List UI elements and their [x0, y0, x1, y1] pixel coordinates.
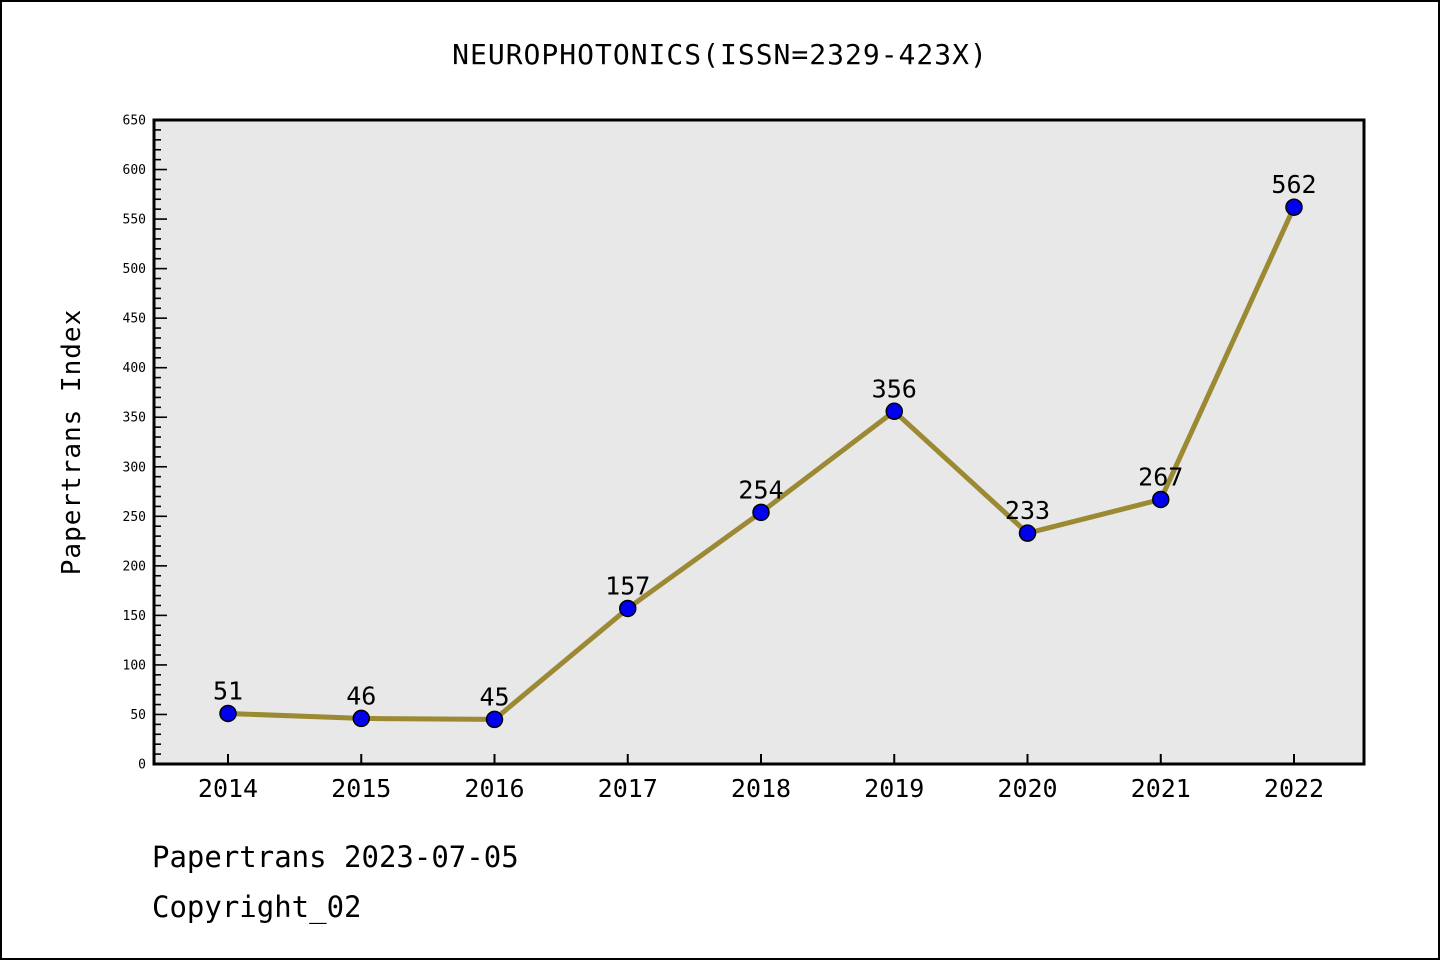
- y-tick-label: 300: [123, 460, 146, 475]
- y-tick-label: 50: [130, 708, 146, 723]
- y-tick-label: 250: [123, 510, 146, 525]
- y-tick-label: 600: [123, 163, 146, 178]
- data-point-label: 46: [346, 681, 376, 710]
- data-point-label: 562: [1271, 170, 1316, 199]
- y-tick-label: 350: [123, 411, 146, 426]
- y-tick-label: 150: [123, 609, 146, 624]
- data-point-label: 45: [479, 682, 509, 711]
- x-tick-label: 2020: [997, 774, 1057, 803]
- data-point-label: 267: [1138, 462, 1183, 491]
- x-tick-label: 2022: [1264, 774, 1324, 803]
- y-axis-label: Papertrans Index: [57, 309, 87, 575]
- data-point-label: 51: [213, 676, 243, 705]
- footer-source-date: Papertrans 2023-07-05: [152, 840, 519, 874]
- chart-title: NEUROPHOTONICS(ISSN=2329-423X): [452, 38, 988, 71]
- y-tick-label: 200: [123, 559, 146, 574]
- x-tick-label: 2015: [331, 774, 391, 803]
- data-point: [352, 709, 370, 728]
- y-tick-label: 650: [123, 114, 146, 129]
- y-tick-label: 100: [123, 658, 146, 673]
- y-tick-label: 550: [123, 213, 146, 228]
- data-point-label: 233: [1005, 496, 1050, 525]
- data-point-label: 157: [605, 571, 650, 600]
- y-tick-label: 400: [123, 361, 146, 376]
- footer-copyright: Copyright_02: [152, 890, 362, 924]
- x-tick-label: 2016: [464, 774, 524, 803]
- data-point: [1018, 524, 1037, 542]
- x-tick-label: 2017: [598, 774, 658, 803]
- data-point: [485, 710, 504, 729]
- data-point-label: 356: [872, 374, 917, 403]
- plot-area: [154, 120, 1364, 764]
- x-tick-label: 2021: [1131, 774, 1191, 803]
- data-point: [885, 402, 903, 421]
- x-tick-label: 2018: [731, 774, 791, 803]
- plot-frame: [152, 118, 1366, 766]
- data-point: [219, 704, 237, 723]
- x-tick-label: 2019: [864, 774, 924, 803]
- x-tick-label: 2014: [198, 774, 258, 803]
- y-tick-label: 450: [123, 312, 146, 327]
- data-point: [619, 599, 637, 618]
- data-point: [1152, 490, 1170, 509]
- data-point: [1285, 198, 1303, 216]
- data-point-label: 254: [738, 475, 783, 504]
- data-point: [752, 503, 770, 522]
- y-tick-label: 500: [123, 262, 146, 277]
- y-tick-label: 0: [138, 758, 146, 773]
